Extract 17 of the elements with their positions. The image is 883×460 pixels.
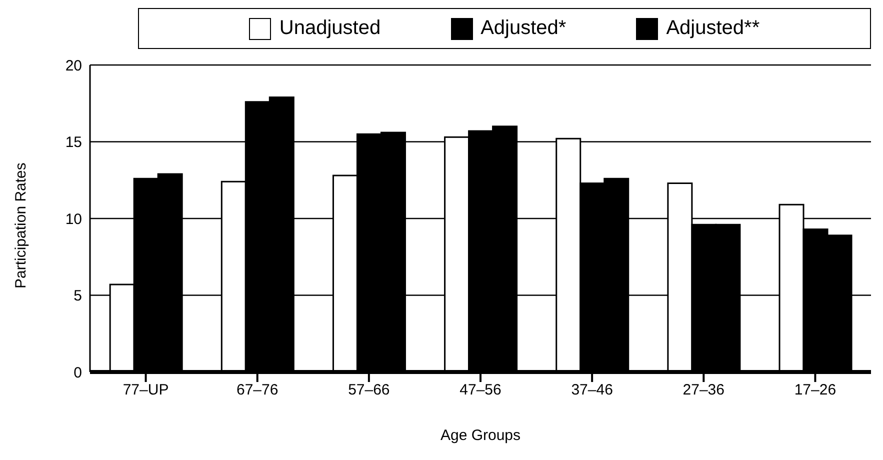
y-tick-label: 15 (65, 134, 82, 152)
legend-label: Adjusted** (666, 17, 760, 40)
x-tick-label: 57–66 (348, 382, 390, 399)
legend-label: Adjusted* (480, 17, 566, 40)
x-tick-label: 27–36 (682, 382, 724, 399)
y-axis-title: Participation Rates (12, 162, 30, 288)
legend-label: Unadjusted (279, 17, 381, 40)
y-tick-label: 0 (74, 364, 82, 382)
x-tick-label: 37–46 (571, 382, 613, 399)
x-tick-label: 47–56 (460, 382, 502, 399)
x-axis-title: Age Groups (440, 427, 521, 444)
x-tick-label: 17–26 (794, 382, 836, 399)
x-tick-label: 67–76 (236, 382, 278, 399)
y-tick-label: 10 (65, 210, 82, 228)
x-tick-label: 77–UP (122, 382, 169, 399)
y-tick-label: 20 (65, 57, 82, 74)
y-tick-label: 5 (74, 288, 82, 305)
